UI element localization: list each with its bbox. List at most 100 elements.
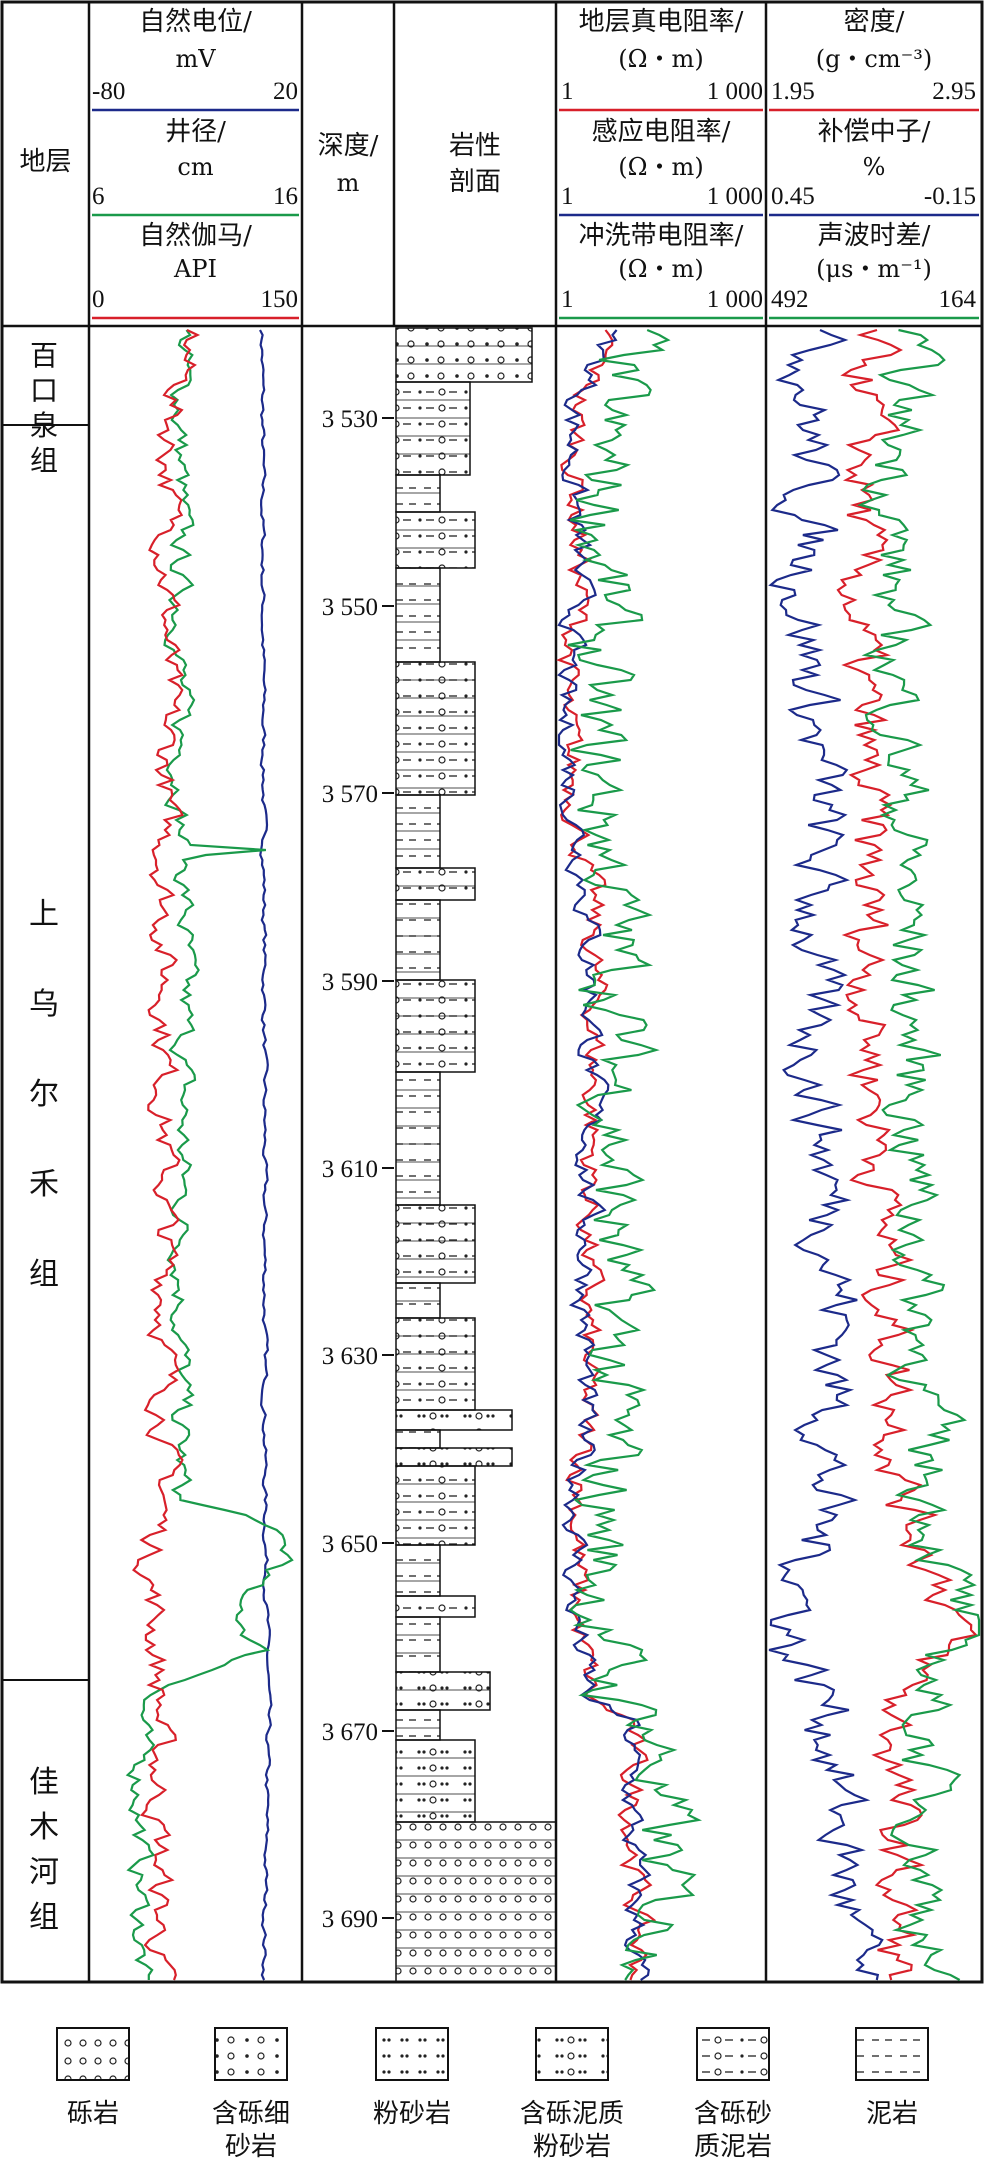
legend-siltstone: 粉砂岩 — [352, 2090, 472, 2131]
rt-unit: (Ω・m) — [618, 45, 704, 73]
legend-pebbly-fine-sandstone-swatch — [214, 2027, 288, 2081]
legend-conglomerate-label: 砾岩 — [66, 2099, 119, 2129]
ri-min: 1 — [561, 183, 574, 210]
lithology-bed — [395, 1544, 441, 1597]
legend-pebbly-fine-sandstone: 含砾细砂岩 — [191, 2090, 311, 2163]
lithology-bed — [395, 1409, 513, 1431]
lith-title-2: 剖面 — [448, 167, 501, 197]
legend-pebbly-fine-sandstone-label: 含砾细砂岩 — [211, 2099, 290, 2162]
lithology-bed — [395, 1821, 557, 1983]
den-min: 1.95 — [771, 78, 815, 105]
cal-min: 6 — [92, 183, 105, 210]
legend-pebbly-argillaceous-siltstone: 含砾泥质粉砂岩 — [502, 2090, 642, 2163]
sp-unit: mV — [175, 45, 216, 73]
cnl-min: 0.45 — [771, 183, 815, 210]
ac-max: 164 — [938, 286, 977, 313]
sp-curve — [125, 329, 294, 1980]
lithology-bed — [395, 1671, 491, 1711]
legend-mudstone-swatch — [855, 2027, 929, 2081]
zone-upper-wuerhe: 上乌尔禾组 — [29, 897, 59, 1292]
depth-tick-label: 3 690 — [322, 1906, 378, 1933]
depth-tick-label: 3 630 — [322, 1343, 378, 1370]
rxo-max: 1 000 — [706, 286, 763, 313]
ri-unit: (Ω・m) — [618, 153, 704, 181]
lithology-bed — [395, 1616, 441, 1673]
depth-tick-label: 3 550 — [322, 594, 378, 621]
depth-tick-label: 3 590 — [322, 969, 378, 996]
lithology-bed — [395, 899, 441, 981]
lithology-bed — [395, 1071, 441, 1206]
ac-min: 492 — [771, 286, 809, 313]
lithology-bed — [395, 979, 476, 1073]
cal-title: 井径/ — [165, 117, 226, 147]
rt-min: 1 — [561, 78, 574, 105]
legend-pebbly-sandy-mudstone-label: 含砾砂质泥岩 — [693, 2099, 772, 2162]
legend-siltstone-swatch — [375, 2027, 449, 2081]
gr-title: 自然伽马/ — [139, 221, 252, 251]
legend-pebbly-argillaceous-siltstone-label: 含砾泥质粉砂岩 — [519, 2099, 624, 2162]
lithology-bed — [395, 794, 441, 869]
rt-max: 1 000 — [706, 78, 763, 105]
depth-axis: 3 530 3 550 3 570 3 590 3 610 3 630 3 650 3 670… — [322, 406, 394, 1933]
depth-unit: m — [336, 169, 360, 197]
rxo-unit: (Ω・m) — [618, 255, 704, 283]
gr-max: 150 — [260, 286, 299, 313]
depth-title: 深度/ — [317, 131, 379, 161]
legend-conglomerate-swatch — [56, 2027, 130, 2081]
cnl-unit: % — [862, 153, 886, 181]
lithology-bed — [395, 1317, 476, 1411]
lithology-bed — [395, 661, 476, 796]
legend-pebbly-sandy-mudstone: 含砾砂质泥岩 — [673, 2090, 793, 2163]
rxo-curve — [567, 328, 703, 1981]
ac-curve — [857, 328, 981, 1981]
lithology-bed — [395, 1204, 476, 1284]
legend-boxes — [56, 2027, 929, 2081]
sp-max: 20 — [273, 78, 298, 105]
rxo-min: 1 — [561, 286, 574, 313]
rxo-title: 冲洗带电阻率/ — [578, 221, 744, 251]
gr-unit: API — [174, 255, 217, 283]
gr-min: 0 — [92, 286, 105, 313]
cal-max: 16 — [273, 183, 298, 210]
rt-title: 地层真电阻率/ — [578, 7, 744, 37]
strata-header: 地层 — [19, 147, 72, 177]
legend-siltstone-label: 粉砂岩 — [372, 2099, 451, 2129]
lithology-bed — [395, 1447, 513, 1467]
legend-conglomerate: 砾岩 — [33, 2090, 153, 2131]
ri-max: 1 000 — [706, 183, 763, 210]
cnl-max: -0.15 — [923, 183, 976, 210]
lith-title: 岩性 — [448, 131, 501, 161]
zone-jiamuhe: 佳木河组 — [29, 1765, 59, 1935]
lithology-bed — [395, 1739, 476, 1823]
sp-min: -80 — [92, 78, 126, 105]
gamma-ray-curve — [132, 329, 201, 1981]
depth-tick-label: 3 570 — [322, 781, 378, 808]
sp-title: 自然电位/ — [139, 7, 252, 37]
zone-baikouquan: 百口泉组 — [29, 339, 58, 477]
den-max: 2.95 — [932, 78, 976, 105]
depth-tick-label: 3 530 — [322, 406, 378, 433]
legend-mudstone: 泥岩 — [832, 2090, 952, 2131]
ri-curve — [557, 329, 652, 1981]
lithology-bed — [395, 1282, 441, 1319]
lithology-bed — [395, 474, 441, 513]
lithology-bed — [395, 1465, 476, 1546]
lithology-bed — [395, 381, 471, 476]
lithology-bed — [395, 567, 441, 663]
ri-title: 感应电阻率/ — [591, 117, 731, 147]
depth-tick-label: 3 670 — [322, 1719, 378, 1746]
column-dividers — [87, 2, 768, 1982]
rt-curve — [556, 329, 657, 1981]
lithology-bed — [395, 327, 533, 383]
log-curves — [125, 328, 981, 1981]
depth-tick-label: 3 610 — [322, 1156, 378, 1183]
ac-unit: (μs・m⁻¹) — [816, 255, 932, 283]
legend-mudstone-label: 泥岩 — [865, 2099, 918, 2129]
den-unit: (g・cm⁻³) — [815, 45, 933, 73]
legend-pebbly-sandy-mudstone-swatch — [696, 2027, 770, 2081]
cal-unit: cm — [177, 153, 214, 181]
lithology-bed — [395, 511, 476, 569]
lithology-column — [395, 327, 557, 1983]
zone-dividers — [2, 424, 89, 1681]
